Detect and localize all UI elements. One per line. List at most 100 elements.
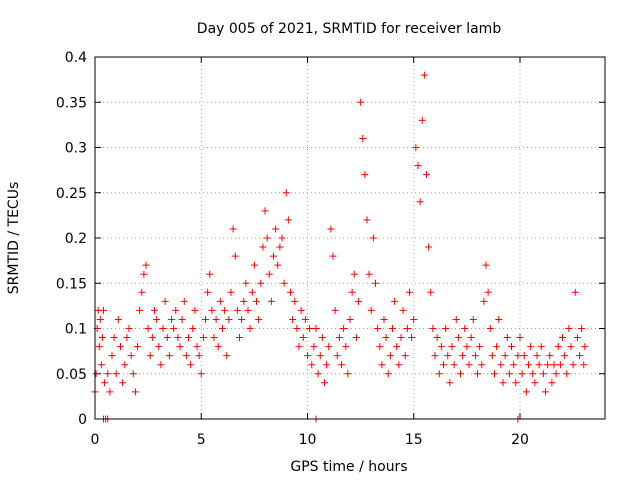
data-point: [142, 261, 150, 269]
data-point: [510, 361, 518, 369]
data-point: [159, 325, 167, 332]
data-point: [497, 361, 505, 369]
data-point: [352, 334, 360, 342]
data-point: [131, 388, 139, 396]
data-point: [406, 288, 413, 296]
data-point: [250, 261, 258, 269]
data-point: [359, 134, 367, 142]
data-point: [210, 334, 218, 342]
y-tick-label: 0.25: [56, 186, 87, 202]
data-point: [257, 279, 265, 287]
data-point: [140, 270, 148, 278]
data-point: [365, 270, 373, 278]
data-point: [216, 297, 224, 305]
data-point: [476, 343, 484, 351]
data-point: [518, 370, 526, 378]
data-point: [414, 162, 422, 170]
y-tick-label: 0.15: [56, 276, 87, 292]
data-point: [301, 315, 309, 323]
data-point: [374, 325, 382, 332]
data-point: [410, 315, 418, 323]
data-point: [92, 370, 100, 378]
y-tick-label: 0.1: [65, 322, 87, 338]
data-point: [329, 252, 337, 260]
data-point: [580, 361, 588, 369]
data-point: [395, 361, 403, 369]
data-point: [312, 325, 320, 332]
data-point: [450, 361, 458, 369]
data-point: [180, 297, 188, 305]
data-point: [576, 352, 583, 360]
data-point: [448, 343, 456, 351]
data-point: [119, 379, 127, 387]
data-point: [361, 171, 369, 179]
data-point: [442, 325, 450, 332]
data-point: [529, 370, 537, 378]
data-point: [563, 370, 571, 378]
data-point: [261, 207, 269, 215]
data-point: [539, 370, 547, 378]
data-point: [372, 279, 379, 287]
data-point: [238, 315, 246, 323]
data-point: [146, 352, 154, 360]
data-point: [554, 343, 562, 351]
data-point: [272, 225, 280, 233]
data-point: [263, 234, 271, 242]
data-point: [325, 343, 333, 351]
data-point: [416, 198, 424, 206]
data-point: [565, 325, 573, 332]
data-point: [569, 361, 577, 369]
data-point: [114, 315, 122, 323]
data-point: [165, 352, 173, 360]
data-point: [153, 315, 161, 323]
data-point: [346, 315, 354, 323]
data-point: [333, 352, 341, 360]
data-point: [121, 361, 129, 369]
data-point: [236, 334, 243, 342]
data-point: [208, 306, 216, 314]
data-point: [157, 361, 165, 369]
data-point: [480, 297, 488, 305]
data-point: [581, 343, 589, 351]
data-point: [127, 352, 135, 360]
data-point: [423, 171, 430, 179]
data-point: [259, 243, 267, 251]
data-point: [420, 71, 428, 79]
data-point: [195, 352, 203, 360]
data-point: [471, 352, 479, 360]
data-point: [176, 343, 184, 351]
data-point: [378, 361, 386, 369]
data-point: [544, 361, 552, 369]
x-tick-label: 20: [511, 432, 529, 448]
y-tick-label: 0.05: [56, 367, 87, 383]
data-point: [556, 361, 564, 369]
data-point: [474, 370, 481, 378]
data-point: [446, 379, 454, 387]
data-point: [559, 334, 566, 342]
data-point: [276, 243, 284, 251]
data-point: [499, 379, 507, 387]
data-point: [488, 352, 496, 360]
data-point: [227, 288, 235, 296]
data-point: [367, 306, 375, 314]
data-point: [573, 334, 581, 342]
data-point: [527, 343, 535, 351]
data-point: [189, 325, 197, 332]
data-point: [221, 306, 229, 314]
data-point: [435, 370, 443, 378]
data-point: [408, 334, 416, 342]
data-point: [97, 361, 105, 369]
data-point: [548, 379, 556, 387]
data-point: [270, 252, 277, 260]
data-point: [306, 325, 314, 332]
data-point: [391, 297, 399, 305]
data-point: [104, 370, 112, 378]
data-point: [110, 334, 118, 342]
data-point: [293, 325, 301, 332]
data-point: [469, 315, 477, 323]
data-point: [355, 297, 362, 305]
data-point: [229, 225, 237, 233]
data-point: [212, 315, 220, 323]
data-point: [193, 343, 201, 351]
data-point: [310, 343, 318, 351]
